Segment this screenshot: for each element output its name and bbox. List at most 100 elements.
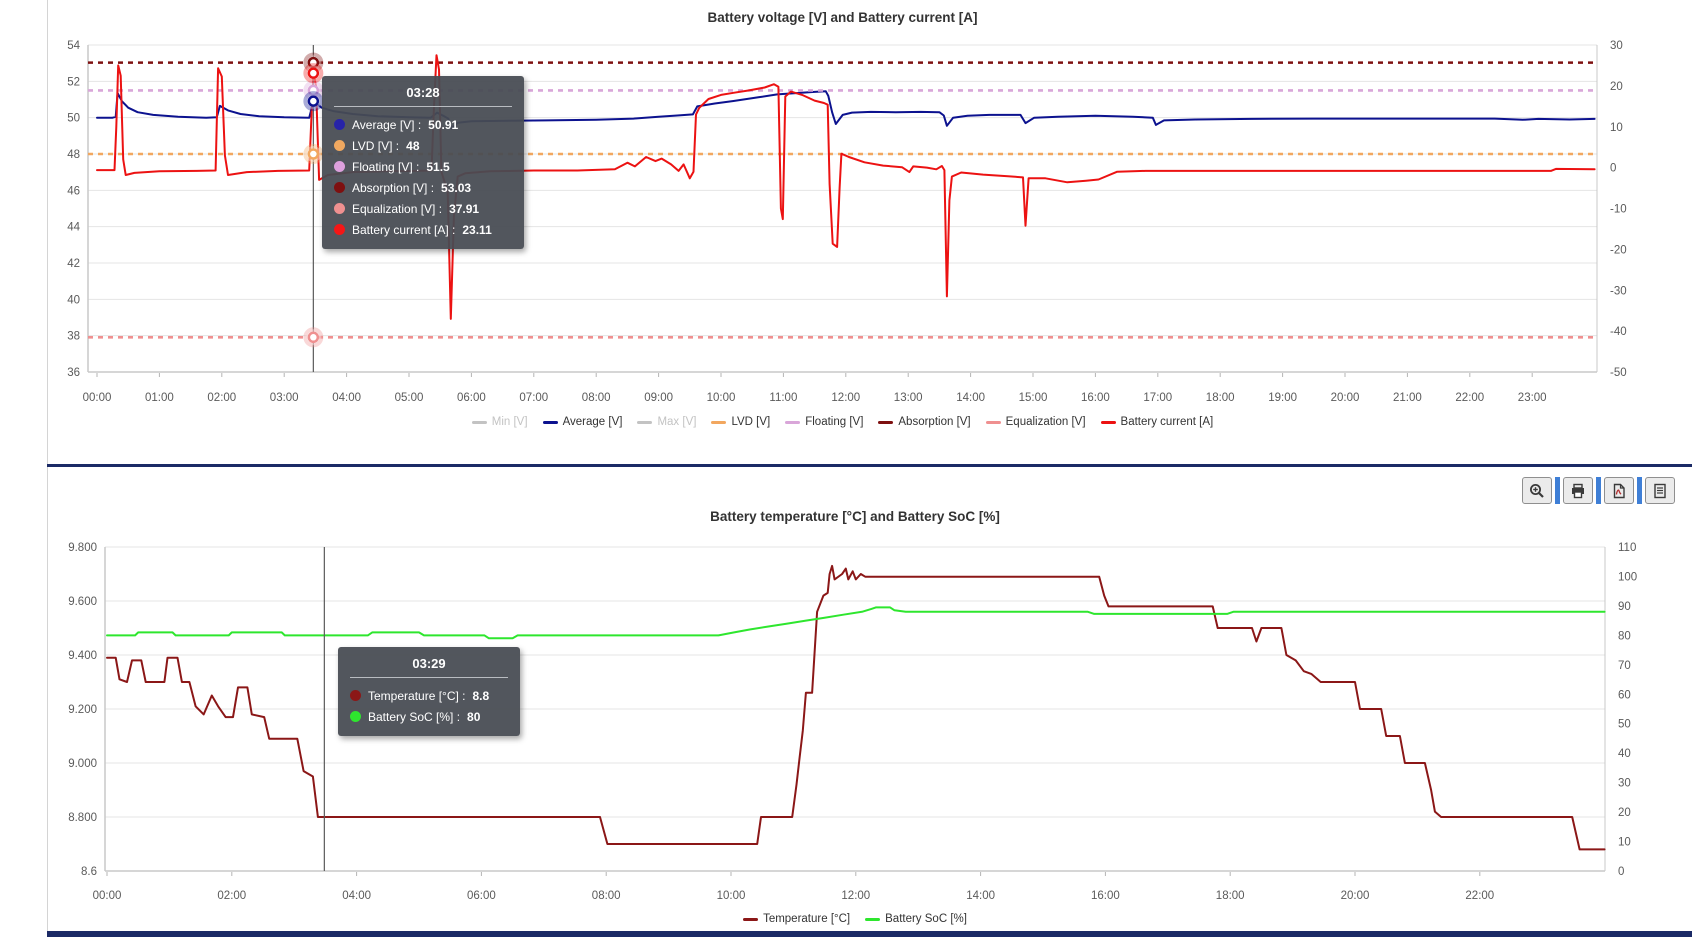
legend-item-average-v-[interactable]: Average [V] — [542, 416, 622, 428]
right-axis-tick-label: 50 — [1618, 719, 1631, 731]
zoom-in-icon — [1529, 483, 1545, 499]
legend-item-min-v-[interactable]: Min [V] — [471, 416, 528, 428]
legend-label: Temperature [°C] — [763, 913, 851, 925]
toolbar-separator — [1637, 477, 1642, 504]
bottom-chart-legend: Temperature [°C] Battery SoC [%] — [105, 913, 1605, 925]
x-axis-tick-label: 06:00 — [457, 392, 486, 404]
x-axis-tick-label: 16:00 — [1091, 890, 1120, 902]
left-axis-tick-label: 50 — [67, 113, 80, 125]
left-axis-tick-label: 9.200 — [68, 704, 97, 716]
left-axis-tick-label: 9.600 — [68, 596, 97, 608]
x-axis-tick-label: 14:00 — [966, 890, 995, 902]
x-axis-tick-label: 10:00 — [707, 392, 736, 404]
tooltip-series-dot — [350, 690, 361, 701]
x-axis-tick-label: 00:00 — [93, 890, 122, 902]
legend-swatch — [743, 917, 759, 921]
legend-swatch — [637, 420, 653, 424]
tooltip-row: Average [V] : 50.91 — [334, 114, 512, 135]
tooltip-time: 03:29 — [412, 656, 446, 671]
right-axis-tick-label: 110 — [1618, 542, 1636, 554]
zoom-in-button[interactable] — [1522, 477, 1552, 504]
left-axis-tick-label: 36 — [67, 367, 80, 379]
left-axis-tick-label: 54 — [67, 40, 80, 52]
crosshair-marker — [307, 95, 320, 107]
battery-soc-line — [106, 606, 1606, 640]
right-axis-tick-label: -50 — [1610, 367, 1627, 379]
tooltip-series-label: Absorption [V] : — [352, 180, 435, 195]
tooltip-series-dot — [334, 140, 345, 151]
tooltip-row: Temperature [°C] : 8.8 — [350, 685, 508, 706]
legend-item-equalization-v-[interactable]: Equalization [V] — [985, 416, 1086, 428]
average-v-line — [96, 90, 1596, 130]
print-icon — [1570, 483, 1586, 499]
left-axis-tick-label: 52 — [67, 76, 80, 88]
tooltip-series-label: Average [V] : — [352, 117, 422, 132]
legend-item-temperature-c-[interactable]: Temperature [°C] — [743, 913, 850, 925]
export-pdf-button[interactable] — [1604, 477, 1634, 504]
x-axis-tick-label: 01:00 — [145, 392, 174, 404]
tooltip-series-value: 23.11 — [462, 222, 492, 237]
right-axis-tick-label: -40 — [1610, 326, 1627, 338]
tooltip-series-dot — [350, 711, 361, 722]
legend-swatch — [878, 420, 894, 424]
crosshair-marker — [307, 331, 320, 344]
right-axis-tick-label: 30 — [1610, 40, 1623, 52]
x-axis-tick-label: 10:00 — [717, 890, 746, 902]
battery-current-a-line — [96, 54, 1596, 320]
left-axis-tick-label: 46 — [67, 185, 80, 197]
x-axis-tick-label: 18:00 — [1216, 890, 1245, 902]
legend-item-battery-soc-[interactable]: Battery SoC [%] — [865, 913, 967, 925]
page-bottom-bar — [47, 931, 1692, 937]
x-axis-tick-label: 11:00 — [769, 392, 797, 404]
tooltip-row: Floating [V] : 51.5 — [334, 156, 512, 177]
left-axis-tick-label: 38 — [67, 331, 80, 343]
legend-label: LVD [V] — [731, 416, 771, 428]
x-axis-tick-label: 14:00 — [956, 392, 985, 404]
x-axis-tick-label: 13:00 — [894, 392, 923, 404]
x-axis-tick-label: 08:00 — [582, 392, 611, 404]
x-axis-tick-label: 09:00 — [644, 392, 673, 404]
left-axis-tick-label: 8.6 — [81, 866, 97, 878]
x-axis-tick-label: 20:00 — [1341, 890, 1370, 902]
right-axis-tick-label: 20 — [1610, 81, 1623, 93]
legend-label: Equalization [V] — [1005, 416, 1086, 428]
legend-label: Min [V] — [491, 416, 528, 428]
x-axis-tick-label: 04:00 — [332, 392, 361, 404]
temperature-c-line — [106, 564, 1606, 851]
left-axis-tick-label: 44 — [67, 222, 80, 234]
right-axis-tick-label: 20 — [1618, 807, 1631, 819]
legend-item-absorption-v-[interactable]: Absorption [V] — [878, 416, 971, 428]
tooltip-series-dot — [334, 224, 345, 235]
tooltip-series-label: LVD [V] : — [352, 138, 400, 153]
x-axis-tick-label: 06:00 — [467, 890, 496, 902]
tooltip-series-value: 48 — [406, 138, 420, 153]
x-axis-tick-label: 20:00 — [1331, 392, 1360, 404]
tooltip-separator — [334, 106, 512, 107]
right-axis-tick-label: 10 — [1610, 122, 1623, 134]
right-axis-tick-label: 0 — [1610, 163, 1616, 175]
x-axis-tick-label: 05:00 — [395, 392, 424, 404]
legend-item-battery-current-a-[interactable]: Battery current [A] — [1100, 416, 1214, 428]
tooltip-time: 03:28 — [406, 85, 440, 100]
legend-swatch — [711, 420, 727, 424]
legend-item-lvd-v-[interactable]: LVD [V] — [711, 416, 770, 428]
chart-divider — [47, 464, 1692, 467]
right-axis-tick-label: 60 — [1618, 689, 1631, 701]
right-axis-tick-label: 0 — [1618, 866, 1624, 878]
left-axis-tick-label: 9.800 — [68, 542, 97, 554]
legend-swatch — [865, 917, 881, 921]
legend-item-floating-v-[interactable]: Floating [V] — [785, 416, 863, 428]
tooltip-series-label: Floating [V] : — [352, 159, 420, 174]
right-axis-tick-label: 70 — [1618, 660, 1631, 672]
legend-label: Battery current [A] — [1120, 416, 1214, 428]
tooltip-separator — [350, 677, 508, 678]
x-axis-tick-label: 16:00 — [1081, 392, 1110, 404]
top-chart-tooltip: 03:28 Average [V] : 50.91 LVD [V] : 48 Floa… — [322, 76, 524, 249]
x-axis-tick-label: 17:00 — [1143, 392, 1172, 404]
legend-item-max-v-[interactable]: Max [V] — [637, 416, 696, 428]
tooltip-series-value: 37.91 — [449, 201, 480, 216]
export-report-button[interactable] — [1645, 477, 1675, 504]
print-button[interactable] — [1563, 477, 1593, 504]
